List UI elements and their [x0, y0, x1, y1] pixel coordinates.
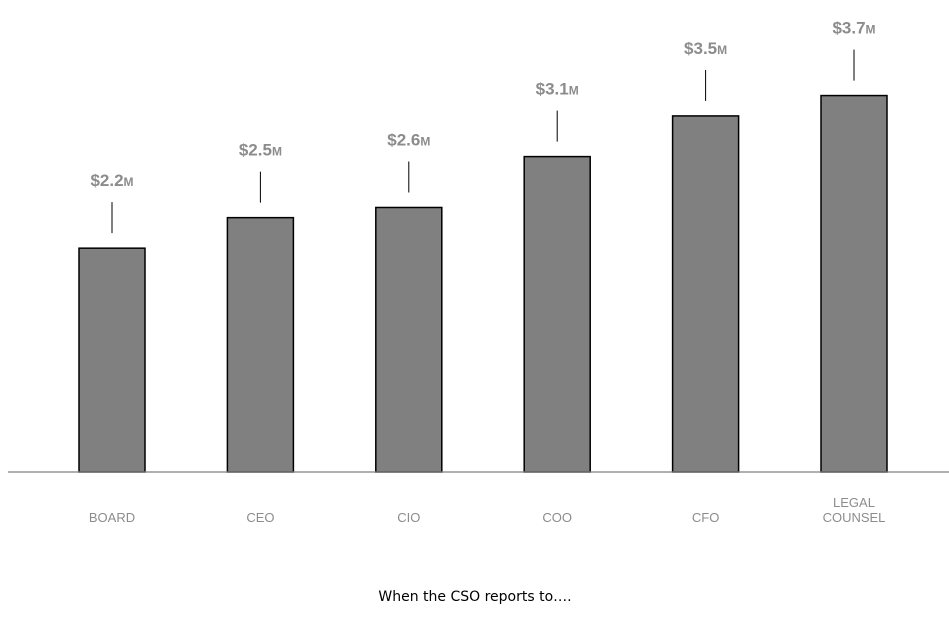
category-label-line: COUNSEL — [823, 510, 886, 525]
bar-board — [78, 247, 146, 473]
value-number: $3.1 — [536, 80, 569, 99]
value-unit: M — [124, 175, 134, 189]
value-unit: M — [569, 84, 579, 98]
bar-coo — [523, 155, 591, 473]
bar-ceo — [226, 216, 295, 473]
category-label-line: BOARD — [89, 510, 135, 525]
category-label: LEGAL COUNSEL — [823, 495, 886, 525]
value-number: $2.5 — [239, 141, 272, 160]
bar-cfo — [671, 115, 740, 473]
x-axis-title: When the CSO reports to…. — [378, 589, 571, 605]
category-label-line: CEO — [246, 510, 274, 525]
value-label: $3.7M — [832, 19, 875, 38]
category-label-line: LEGAL — [833, 495, 875, 510]
value-unit: M — [272, 145, 282, 159]
value-unit: M — [717, 43, 727, 57]
value-label: $2.2M — [90, 171, 133, 190]
category-labels-group: BOARD CEO CIO COO CFO LEGAL COUNSEL — [89, 495, 886, 525]
value-label: $3.5M — [684, 39, 727, 58]
bar-legal-counsel — [820, 94, 888, 473]
value-number: $2.2 — [90, 171, 123, 190]
value-label: $3.1M — [536, 80, 579, 99]
category-label: COO — [542, 510, 572, 525]
category-label-line: COO — [542, 510, 572, 525]
category-label-line: CFO — [692, 510, 719, 525]
bars-group: $2.2M$2.5M$2.6M$3.1M$3.5M$3.7M — [78, 19, 888, 473]
category-label: CIO — [397, 510, 420, 525]
value-unit: M — [420, 134, 430, 148]
value-label: $2.6M — [387, 130, 430, 149]
value-number: $3.5 — [684, 39, 717, 58]
value-number: $3.7 — [832, 19, 865, 38]
bar-cio — [375, 206, 443, 473]
category-label: BOARD — [89, 510, 135, 525]
category-label: CEO — [246, 510, 274, 525]
value-number: $2.6 — [387, 130, 420, 149]
value-label: $2.5M — [239, 141, 282, 160]
category-label: CFO — [692, 510, 719, 525]
category-label-line: CIO — [397, 510, 420, 525]
value-unit: M — [866, 23, 876, 37]
